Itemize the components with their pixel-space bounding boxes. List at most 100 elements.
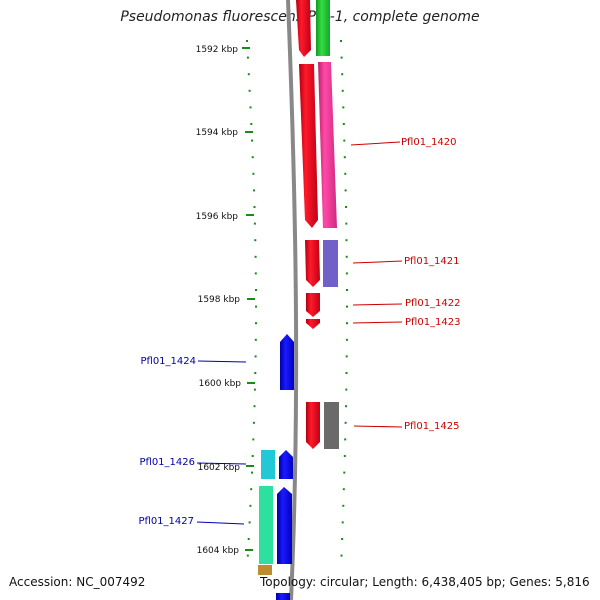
partial-gene-green-top[interactable] — [316, 0, 330, 56]
gene-label: Pfl01_1426 — [139, 457, 195, 468]
ruler-tick-label: 1594 kbp — [196, 128, 239, 138]
tick-dot — [255, 322, 257, 325]
tick-dot — [254, 338, 257, 341]
ruler-tick: 1604 kbp — [197, 546, 253, 556]
ruler-tick: 1602 kbp — [198, 463, 254, 473]
gene-arrow — [305, 240, 320, 287]
tick-dot — [250, 488, 253, 491]
cds-bar — [261, 450, 275, 479]
tick-dot — [248, 521, 251, 524]
tick-dot — [253, 388, 256, 391]
tick-dot — [342, 106, 345, 109]
gene-pfl01-1426[interactable]: Pfl01_1426 — [139, 450, 293, 479]
gene-arrow — [299, 64, 318, 228]
tick-dot — [253, 189, 255, 192]
tick-dot — [345, 338, 348, 341]
gene-label: Pfl01_1423 — [405, 317, 461, 328]
tick-dot — [344, 438, 347, 441]
tick-dot — [346, 305, 348, 308]
tick-dot — [248, 89, 251, 92]
gene-label: Pfl01_1424 — [140, 356, 196, 367]
tick-dot — [254, 239, 257, 242]
ruler-tick-label: 1598 kbp — [198, 295, 241, 305]
tick-dot — [255, 289, 257, 291]
tick-dot — [346, 322, 348, 325]
gene-pfl01-1420[interactable]: Pfl01_1420 — [299, 62, 457, 228]
tick-dot — [343, 139, 346, 142]
tick-dot — [254, 255, 257, 258]
gene-pfl01-1423[interactable]: Pfl01_1423 — [306, 317, 461, 329]
tick-dot — [345, 239, 348, 242]
tick-dots — [246, 40, 348, 557]
tick-dot — [246, 56, 249, 59]
tick-dot — [345, 355, 348, 358]
cds-bar — [318, 62, 337, 228]
tick-dot — [254, 272, 257, 275]
ruler-tick: 1600 kbp — [199, 379, 255, 389]
gene-label: Pfl01_1425 — [404, 421, 460, 432]
tick-dot — [344, 189, 347, 192]
tick-dot — [251, 471, 253, 474]
tick-dot — [345, 405, 347, 408]
tick-dot — [342, 123, 345, 125]
gene-arrow — [306, 293, 320, 317]
gene-label: Pfl01_1420 — [401, 137, 457, 148]
cds-bar — [323, 240, 338, 287]
ruler-tick: 1592 kbp — [196, 45, 250, 55]
tick-dot — [345, 272, 348, 275]
gene-label: Pfl01_1422 — [405, 298, 461, 309]
partial-gene-red-top[interactable] — [296, 0, 311, 57]
ruler-tick: 1596 kbp — [196, 212, 254, 222]
tick-dot — [345, 206, 347, 208]
genome-summary-text: Topology: circular; Length: 6,438,405 bp… — [260, 575, 590, 589]
tick-dot — [251, 156, 254, 159]
tick-dot — [253, 206, 256, 208]
tick-dot — [345, 388, 348, 391]
tick-dot — [343, 471, 346, 474]
ruler-tick: 1598 kbp — [198, 295, 255, 305]
tick-dot — [342, 488, 345, 491]
tick-dot — [255, 305, 257, 308]
tick-dot — [341, 89, 344, 92]
tick-dot — [251, 455, 254, 457]
tick-dot — [253, 222, 256, 225]
tick-dot — [246, 40, 248, 42]
gene-pfl01-1422[interactable]: Pfl01_1422 — [306, 293, 461, 317]
ruler-tick-label: 1592 kbp — [196, 45, 239, 55]
gene-pfl01-1424[interactable]: Pfl01_1424 — [140, 334, 294, 390]
gene-arrow — [306, 402, 320, 449]
gene-arrow — [306, 319, 320, 329]
gene-pfl01-1425[interactable]: Pfl01_1425 — [306, 402, 460, 449]
tick-dot — [254, 355, 257, 358]
tick-dot — [247, 538, 250, 540]
gene-label: Pfl01_1421 — [404, 256, 460, 267]
cds-bar — [324, 402, 339, 449]
genome-backbone — [286, 0, 299, 600]
tick-dot — [342, 504, 345, 507]
tick-dot — [345, 222, 348, 225]
tick-dot — [344, 421, 347, 424]
partial-gene-bottom[interactable] — [276, 593, 290, 600]
gene-pfl01-1421[interactable]: Pfl01_1421 — [305, 240, 460, 287]
tick-dot — [343, 455, 346, 457]
tick-dot — [253, 405, 256, 408]
gene-arrow — [277, 487, 292, 564]
tick-dot — [341, 73, 344, 76]
tick-dot — [343, 156, 346, 159]
ruler-tick-label: 1602 kbp — [198, 463, 241, 473]
tick-dot — [252, 421, 255, 424]
ruler: 1592 kbp 1594 kbp 1596 kbp 1598 kbp 1600… — [196, 45, 255, 556]
tick-dot — [345, 255, 348, 258]
tick-dot — [249, 106, 252, 109]
tick-dot — [247, 73, 250, 76]
tick-dot — [340, 554, 343, 557]
cds-bar — [259, 486, 273, 564]
tick-dot — [252, 172, 255, 175]
partial-gene-bottom-left[interactable] — [258, 565, 272, 575]
gene-pfl01-1427[interactable]: Pfl01_1427 — [138, 486, 292, 564]
tick-dot — [341, 538, 344, 540]
tick-dot — [341, 521, 344, 524]
ruler-tick-label: 1596 kbp — [196, 212, 239, 222]
